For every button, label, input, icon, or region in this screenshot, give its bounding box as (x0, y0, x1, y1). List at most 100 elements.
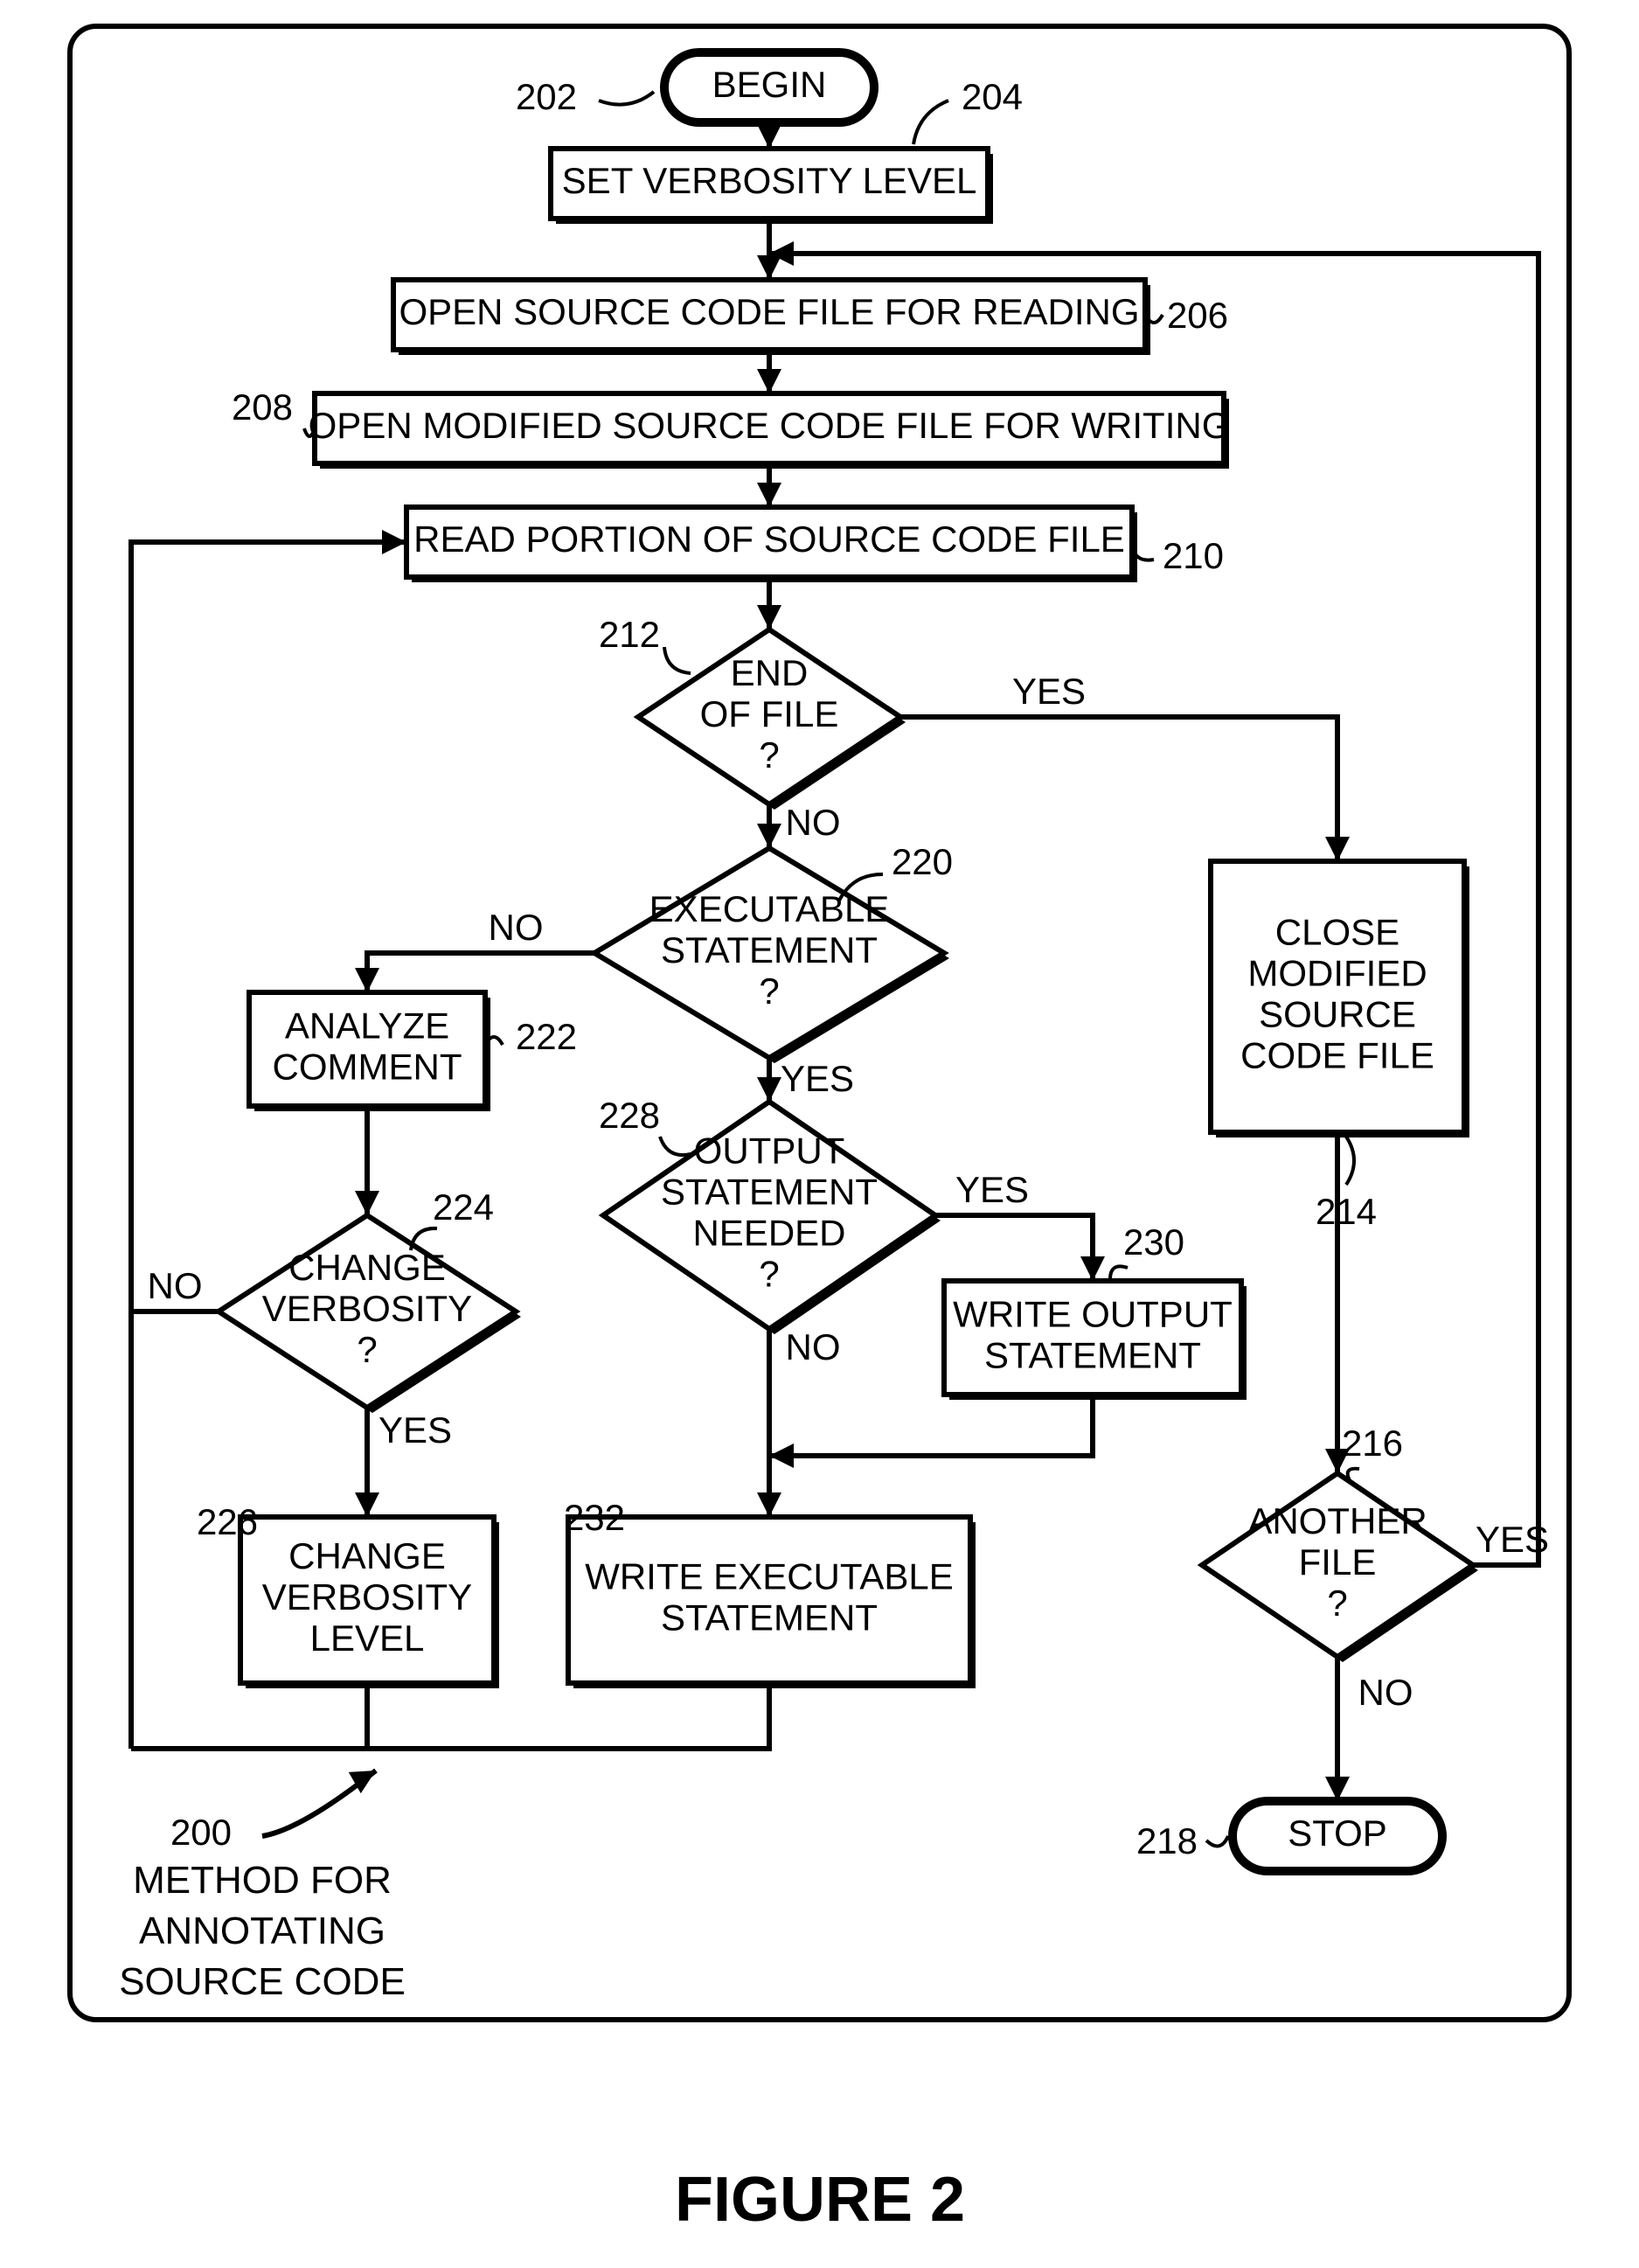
ref-n214: 214 (1316, 1137, 1377, 1232)
connector-line (769, 1395, 1093, 1456)
connector-line (367, 1683, 769, 1749)
ref-n222: 222 (485, 1016, 577, 1057)
ref-n226: 226 (197, 1501, 258, 1542)
ref-n204: 204 (913, 76, 1023, 144)
arrowhead (757, 605, 781, 630)
ref-label: 232 (564, 1497, 625, 1538)
edge-label: YES (378, 1409, 452, 1451)
node-stop: STOP (1233, 1801, 1442, 1871)
node-label: CODE FILE (1240, 1035, 1434, 1076)
ref-leader (599, 92, 654, 105)
edge-label: NO (786, 802, 841, 843)
node-label: OUTPUT (694, 1131, 845, 1172)
ref-n208: 208 (232, 386, 315, 436)
ref-label: 224 (433, 1186, 494, 1228)
node-label: ? (1327, 1583, 1347, 1624)
arrowhead (769, 1444, 794, 1468)
node-n226: CHANGEVERBOSITYLEVEL (240, 1517, 499, 1688)
edge-label: YES (1012, 671, 1086, 712)
ref-label: 228 (599, 1095, 660, 1136)
arrowhead (1325, 837, 1350, 861)
node-label: WRITE EXECUTABLE (585, 1556, 954, 1597)
arrowhead (757, 1077, 781, 1102)
ref-label: 206 (1167, 295, 1228, 336)
node-label: CLOSE (1275, 912, 1399, 953)
ref-leader (1346, 1137, 1354, 1185)
node-n212: ENDOF FILE? (638, 630, 906, 810)
connector-line (131, 1683, 367, 1749)
arrowhead (1080, 1256, 1105, 1281)
ref-label: 230 (1123, 1221, 1184, 1263)
node-label: STATEMENT (661, 1597, 878, 1638)
ref-label: 210 (1163, 535, 1224, 576)
connector (131, 1683, 367, 1749)
node-label: EXECUTABLE (649, 888, 890, 929)
arrowhead (757, 483, 781, 507)
node-n208: OPEN MODIFIED SOURCE CODE FILE FOR WRITI… (309, 393, 1231, 469)
connector (367, 953, 594, 992)
node-label: CHANGE (288, 1535, 446, 1576)
node-label: VERBOSITY (262, 1576, 472, 1618)
caption-line: ANNOTATING (139, 1910, 385, 1952)
node-begin: BEGIN (664, 52, 874, 122)
arrowhead (757, 369, 781, 393)
node-label: STATEMENT (984, 1335, 1201, 1376)
arrowhead (355, 1492, 379, 1517)
node-label: WRITE OUTPUT (953, 1294, 1233, 1335)
ref-leader (664, 647, 691, 673)
node-label: OPEN SOURCE CODE FILE FOR READING (399, 291, 1139, 332)
ref-begin: 202 (516, 76, 654, 117)
edge-label: YES (1476, 1519, 1549, 1560)
node-n210: READ PORTION OF SOURCE CODE FILE (406, 507, 1137, 582)
node-n222: ANALYZECOMMENT (249, 992, 490, 1111)
ref-label: 218 (1136, 1820, 1198, 1861)
ref-label: 204 (962, 76, 1023, 117)
ref-label: 208 (232, 386, 293, 428)
node-label: ANALYZE (285, 1005, 449, 1047)
figure-title: FIGURE 2 (675, 2165, 965, 2235)
edge-label: NO (1358, 1672, 1413, 1713)
node-label: READ PORTION OF SOURCE CODE FILE (413, 518, 1125, 560)
node-label: ? (759, 734, 779, 776)
ref-label: 212 (599, 614, 660, 655)
ref-n212: 212 (599, 614, 691, 673)
connector (769, 1395, 1093, 1456)
node-label: SOURCE (1259, 994, 1416, 1035)
node-label: BEGIN (712, 64, 827, 105)
arrowhead (355, 968, 379, 992)
node-n232: WRITE EXECUTABLESTATEMENT (568, 1517, 976, 1688)
node-label: OF FILE (700, 693, 839, 734)
node-label: ? (759, 1254, 779, 1295)
node-label: LEVEL (310, 1618, 425, 1659)
node-n204: SET VERBOSITY LEVEL (551, 149, 993, 224)
ref-leader (1348, 1469, 1359, 1482)
node-label: ? (357, 1329, 377, 1370)
caption-ref: 200 (170, 1812, 232, 1853)
caption-line: METHOD FOR (133, 1859, 392, 1902)
edge-label: NO (148, 1265, 203, 1306)
ref-n206: 206 (1145, 295, 1228, 336)
arrowhead (757, 255, 781, 280)
ref-label: 214 (1316, 1191, 1377, 1232)
ref-leader (1206, 1836, 1228, 1847)
arrowhead (757, 824, 781, 848)
ref-leader (913, 101, 948, 144)
node-n224: CHANGEVERBOSITY? (219, 1215, 521, 1413)
ref-n228: 228 (599, 1095, 691, 1155)
node-label: COMMENT (273, 1047, 462, 1088)
node-label: OPEN MODIFIED SOURCE CODE FILE FOR WRITI… (309, 405, 1231, 446)
node-label: STOP (1288, 1812, 1387, 1854)
node-label: ANOTHER (1247, 1500, 1427, 1541)
connector-line (935, 1215, 1093, 1281)
node-n206: OPEN SOURCE CODE FILE FOR READING (393, 280, 1150, 355)
ref-label: 216 (1342, 1423, 1403, 1464)
ref-n210: 210 (1132, 535, 1224, 576)
edge-label: NO (786, 1326, 841, 1367)
node-label: MODIFIED (1247, 953, 1427, 994)
node-label: STATEMENT (661, 929, 878, 971)
node-label: END (731, 652, 809, 693)
arrowhead (757, 1492, 781, 1517)
ref-label: 226 (197, 1501, 258, 1542)
node-label: STATEMENT (661, 1172, 878, 1213)
edge-label: YES (955, 1169, 1029, 1210)
